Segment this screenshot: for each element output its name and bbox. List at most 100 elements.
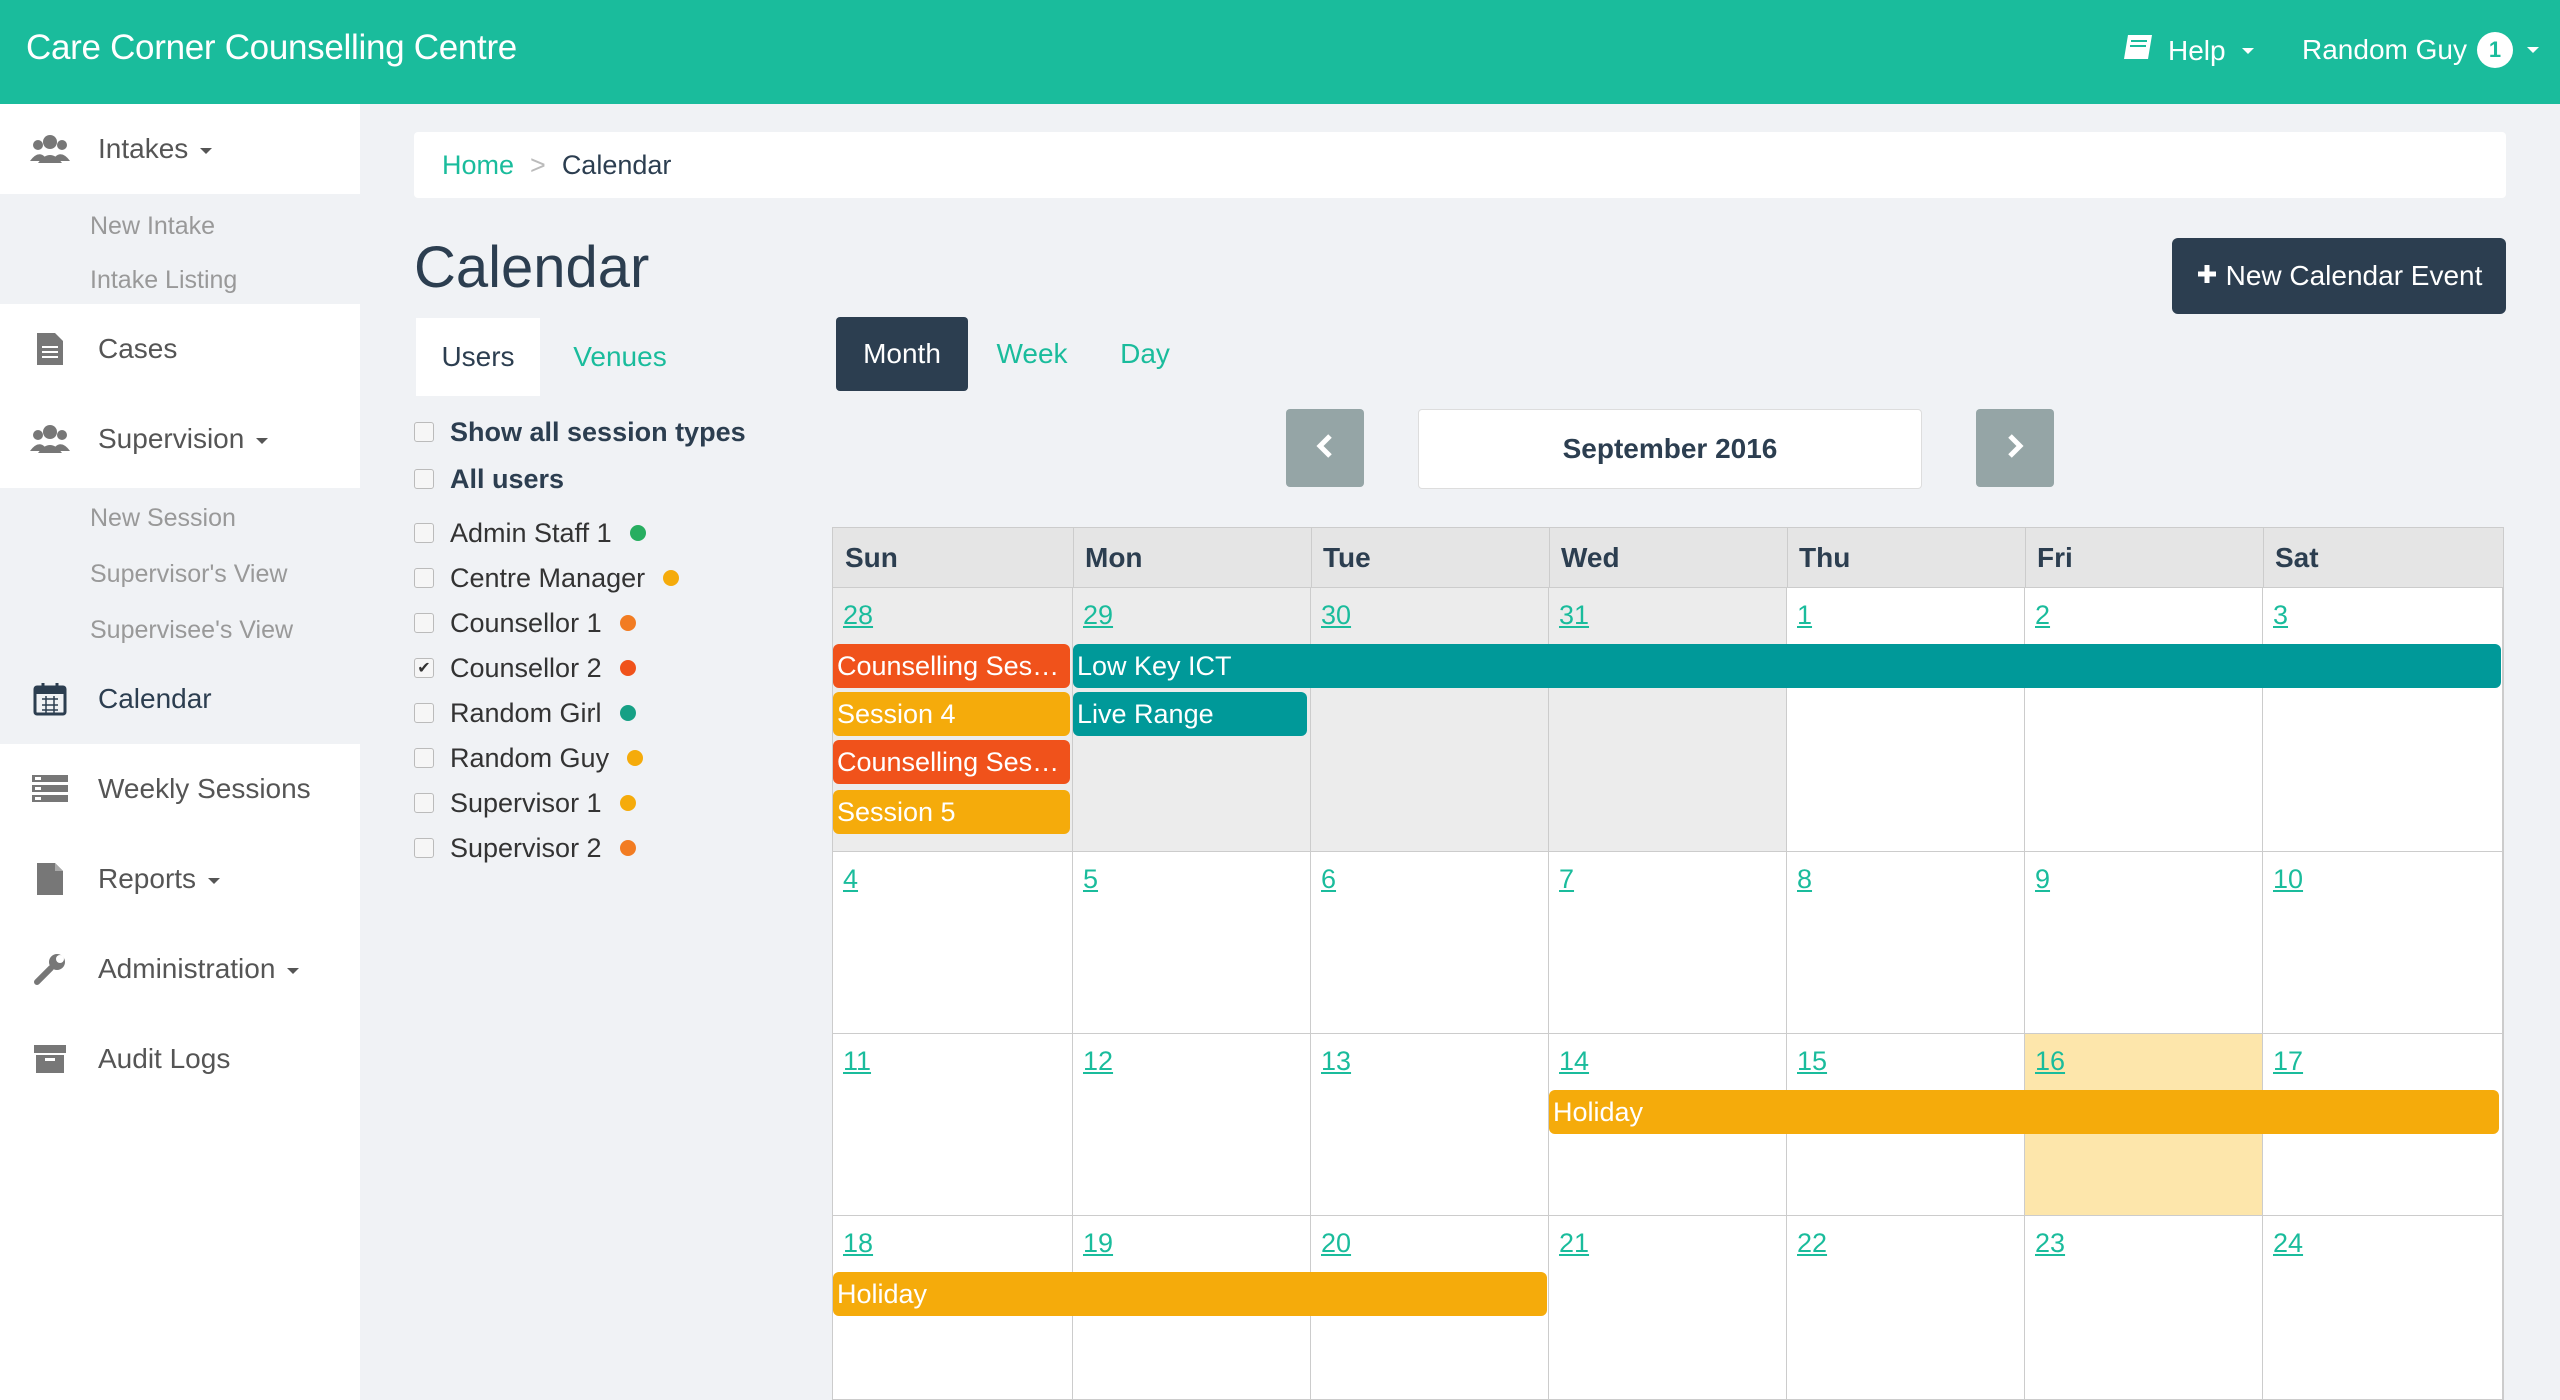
- sidebar-item-supervision[interactable]: Supervision: [0, 394, 360, 484]
- day-number-link[interactable]: 24: [2273, 1228, 2304, 1258]
- sidebar-item-reports[interactable]: Reports: [0, 834, 360, 924]
- day-number-link[interactable]: 18: [843, 1228, 874, 1258]
- view-day-button[interactable]: Day: [1120, 338, 1170, 369]
- submenu-item-supervisees-view[interactable]: Supervisee's View: [90, 616, 294, 644]
- calendar-day-cell[interactable]: 24: [2263, 1216, 2503, 1400]
- calendar-day-cell[interactable]: 8: [1787, 852, 2025, 1034]
- calendar-day-cell[interactable]: 2: [2025, 588, 2263, 852]
- day-number-link[interactable]: 13: [1321, 1046, 1352, 1076]
- sidebar-item-weekly-sessions[interactable]: Weekly Sessions: [0, 744, 360, 834]
- sidebar-item-calendar[interactable]: Calendar: [0, 654, 360, 744]
- app-title[interactable]: Care Corner Counselling Centre: [26, 28, 517, 67]
- day-number-link[interactable]: 17: [2273, 1046, 2304, 1076]
- calendar-event[interactable]: Low Key ICT: [1073, 644, 2501, 688]
- checkbox[interactable]: [414, 613, 434, 633]
- user-filter-row[interactable]: Counsellor 1: [414, 607, 636, 639]
- submenu-item-new-intake[interactable]: New Intake: [90, 212, 216, 240]
- calendar-day-cell[interactable]: 30: [1311, 588, 1549, 852]
- calendar-day-cell[interactable]: 7: [1549, 852, 1787, 1034]
- user-filter-row[interactable]: Supervisor 2: [414, 832, 636, 864]
- calendar-day-cell[interactable]: 3: [2263, 588, 2503, 852]
- calendar-day-cell[interactable]: 23: [2025, 1216, 2263, 1400]
- sidebar-item-audit-logs[interactable]: Audit Logs: [0, 1014, 360, 1104]
- day-number-link[interactable]: 16: [2035, 1046, 2066, 1076]
- day-number-link[interactable]: 20: [1321, 1228, 1352, 1258]
- day-number-link[interactable]: 5: [1083, 864, 1099, 894]
- day-number-link[interactable]: 4: [843, 864, 859, 894]
- calendar-day-cell[interactable]: 31: [1549, 588, 1787, 852]
- day-number-link[interactable]: 8: [1797, 864, 1813, 894]
- checkbox[interactable]: [414, 469, 434, 489]
- submenu-item-new-session[interactable]: New Session: [90, 504, 236, 532]
- sidebar-item-cases[interactable]: Cases: [0, 304, 360, 394]
- next-month-button[interactable]: [1976, 409, 2054, 487]
- sidebar-item-intakes[interactable]: Intakes: [0, 104, 360, 194]
- calendar-day-cell[interactable]: 11: [833, 1034, 1073, 1216]
- checkbox-checked[interactable]: ✔: [414, 658, 434, 678]
- view-week-button[interactable]: Week: [996, 338, 1068, 369]
- all-users-checkbox[interactable]: All users: [414, 463, 564, 495]
- day-number-link[interactable]: 29: [1083, 600, 1114, 630]
- day-number-link[interactable]: 30: [1321, 600, 1352, 630]
- calendar-event[interactable]: Holiday: [833, 1272, 1547, 1316]
- day-number-link[interactable]: 10: [2273, 864, 2304, 894]
- day-number-link[interactable]: 15: [1797, 1046, 1828, 1076]
- day-number-link[interactable]: 28: [843, 600, 874, 630]
- calendar-day-cell[interactable]: 22: [1787, 1216, 2025, 1400]
- submenu-item-supervisors-view[interactable]: Supervisor's View: [90, 560, 288, 588]
- prev-month-button[interactable]: [1286, 409, 1364, 487]
- calendar-day-cell[interactable]: 1: [1787, 588, 2025, 852]
- user-filter-row[interactable]: ✔ Counsellor 2: [414, 652, 636, 684]
- new-calendar-event-button[interactable]: New Calendar Event: [2172, 238, 2506, 314]
- show-all-session-types-checkbox[interactable]: Show all session types: [414, 416, 746, 448]
- sidebar-item-administration[interactable]: Administration: [0, 924, 360, 1014]
- calendar-event[interactable]: Live Range: [1073, 692, 1307, 736]
- user-filter-row[interactable]: Random Girl: [414, 697, 636, 729]
- day-number-link[interactable]: 3: [2273, 600, 2289, 630]
- user-filter-row[interactable]: Random Guy: [414, 742, 644, 774]
- checkbox[interactable]: [414, 748, 434, 768]
- calendar-day-cell[interactable]: 4: [833, 852, 1073, 1034]
- day-number-link[interactable]: 12: [1083, 1046, 1114, 1076]
- calendar-day-cell[interactable]: 6: [1311, 852, 1549, 1034]
- day-number-link[interactable]: 19: [1083, 1228, 1114, 1258]
- day-number-link[interactable]: 23: [2035, 1228, 2066, 1258]
- checkbox[interactable]: [414, 793, 434, 813]
- calendar-day-cell[interactable]: 17: [2263, 1034, 2503, 1216]
- checkbox[interactable]: [414, 568, 434, 588]
- user-filter-row[interactable]: Admin Staff 1: [414, 517, 646, 549]
- calendar-day-cell[interactable]: 9: [2025, 852, 2263, 1034]
- checkbox[interactable]: [414, 703, 434, 723]
- calendar-day-cell[interactable]: 12: [1073, 1034, 1311, 1216]
- day-number-link[interactable]: 2: [2035, 600, 2051, 630]
- day-number-link[interactable]: 6: [1321, 864, 1337, 894]
- day-number-link[interactable]: 22: [1797, 1228, 1828, 1258]
- day-number-link[interactable]: 31: [1559, 600, 1590, 630]
- day-number-link[interactable]: 9: [2035, 864, 2051, 894]
- user-filter-row[interactable]: Centre Manager: [414, 562, 680, 594]
- day-number-link[interactable]: 1: [1797, 600, 1813, 630]
- calendar-day-cell[interactable]: 13: [1311, 1034, 1549, 1216]
- checkbox[interactable]: [414, 422, 434, 442]
- user-filter-row[interactable]: Supervisor 1: [414, 787, 636, 819]
- calendar-event[interactable]: Session 4: [833, 692, 1070, 736]
- day-number-link[interactable]: 21: [1559, 1228, 1590, 1258]
- checkbox[interactable]: [414, 838, 434, 858]
- calendar-event[interactable]: Counselling Session: [833, 740, 1070, 784]
- tab-users[interactable]: Users: [416, 318, 540, 396]
- calendar-event[interactable]: Counselling Session: [833, 644, 1070, 688]
- calendar-event[interactable]: Session 5: [833, 790, 1070, 834]
- calendar-day-cell[interactable]: 21: [1549, 1216, 1787, 1400]
- breadcrumb-home-link[interactable]: Home: [442, 149, 515, 180]
- day-number-link[interactable]: 14: [1559, 1046, 1590, 1076]
- calendar-event[interactable]: Holiday: [1549, 1090, 2499, 1134]
- tab-venues[interactable]: Venues: [573, 341, 667, 372]
- user-menu[interactable]: Random Guy 1: [2302, 32, 2539, 68]
- day-number-link[interactable]: 11: [843, 1046, 872, 1076]
- help-menu[interactable]: Help: [2122, 32, 2254, 69]
- calendar-day-cell[interactable]: 10: [2263, 852, 2503, 1034]
- day-number-link[interactable]: 7: [1559, 864, 1575, 894]
- view-month-button[interactable]: Month: [836, 317, 968, 391]
- checkbox[interactable]: [414, 523, 434, 543]
- calendar-day-cell[interactable]: 5: [1073, 852, 1311, 1034]
